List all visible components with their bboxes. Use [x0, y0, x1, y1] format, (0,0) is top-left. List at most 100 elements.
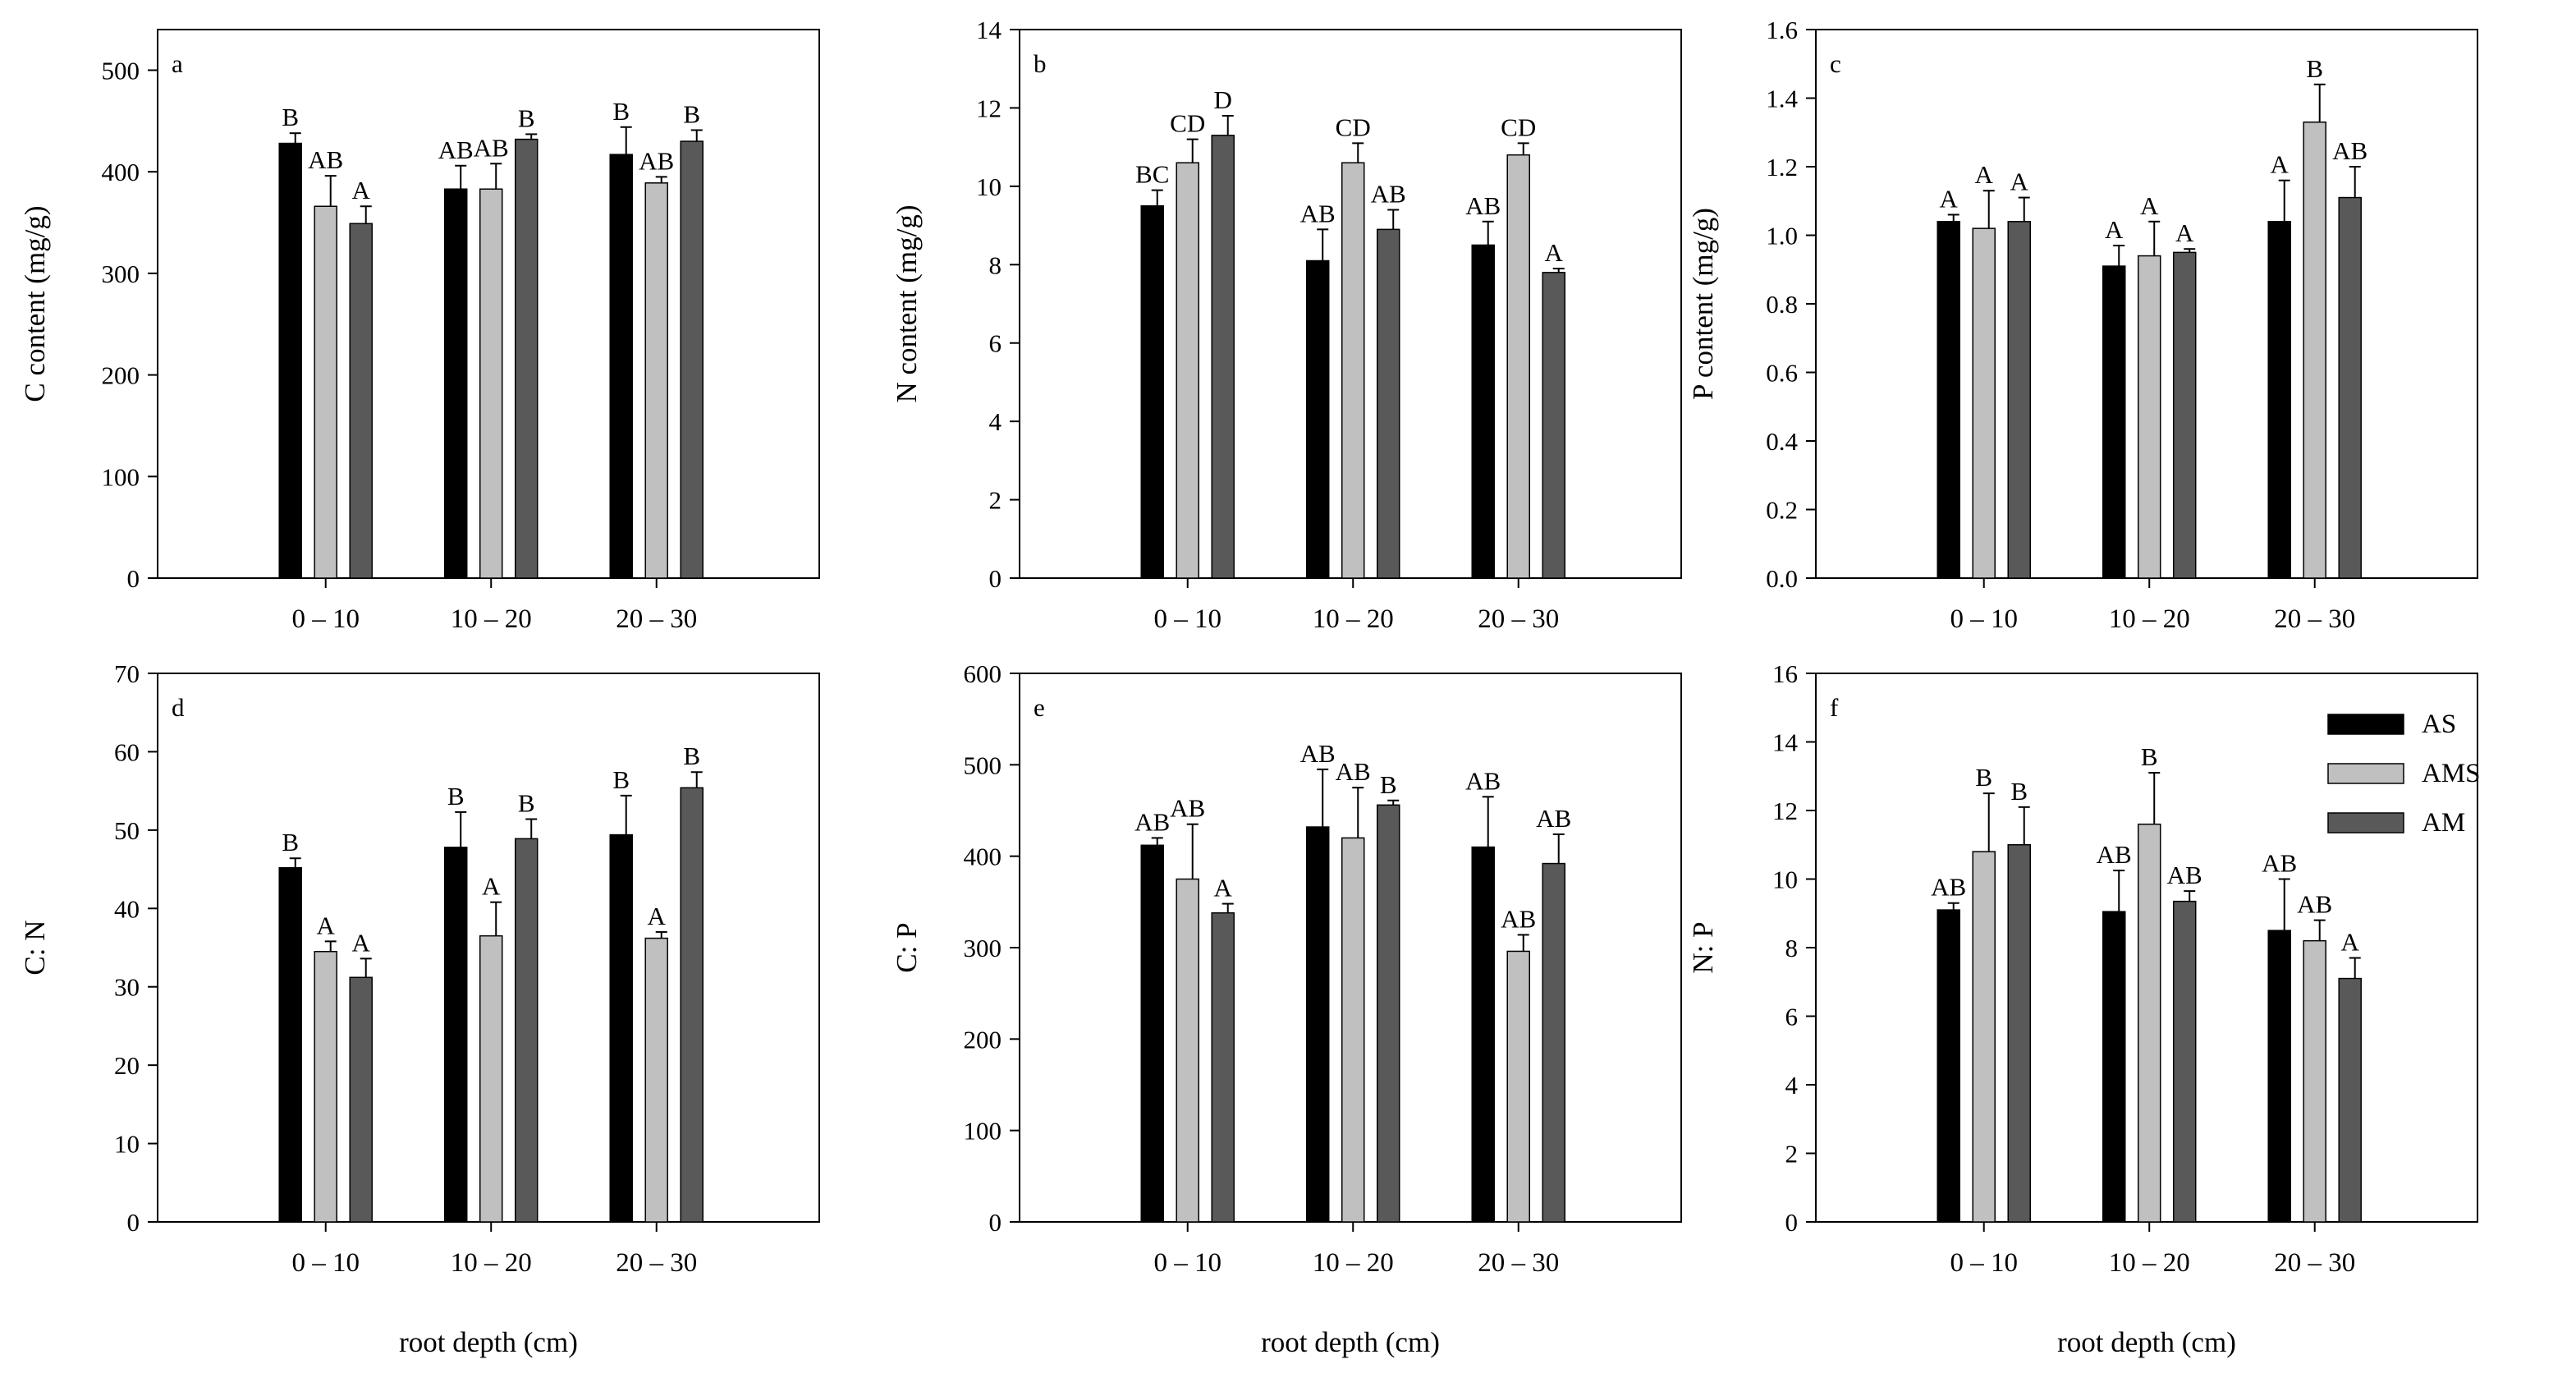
- legend-label-ams: AMS: [2422, 759, 2481, 788]
- significance-letter: AB: [1134, 807, 1170, 836]
- bar-am: [349, 223, 373, 579]
- bar-as: [1305, 259, 1330, 579]
- significance-letter: CD: [1336, 113, 1371, 141]
- panel-letter: a: [172, 49, 183, 78]
- significance-letter: A: [2105, 215, 2124, 244]
- significance-letter: B: [518, 788, 535, 817]
- y-tick-label: 10: [1772, 866, 1798, 894]
- y-tick-label: 8: [1785, 934, 1799, 962]
- y-tick-label: 0: [127, 564, 140, 593]
- significance-letter: CD: [1501, 113, 1536, 141]
- bar-ams: [314, 205, 337, 579]
- significance-letter: A: [352, 928, 371, 957]
- y-tick-label: 300: [964, 934, 1002, 962]
- bar-as: [278, 142, 302, 579]
- bar-as: [2102, 911, 2126, 1223]
- bar-ams: [1506, 154, 1530, 579]
- x-tick-label: 0 – 10: [1950, 604, 2018, 634]
- bar-ams: [1506, 950, 1530, 1223]
- bar-am: [2338, 977, 2362, 1223]
- significance-letter: B: [1380, 770, 1397, 799]
- panel-letter: d: [172, 693, 185, 722]
- bar-as: [1937, 221, 1960, 579]
- significance-letter: A: [2341, 928, 2360, 957]
- y-tick-label: 100: [102, 462, 140, 491]
- y-tick-label: 60: [114, 737, 140, 766]
- x-tick-label: 0 – 10: [1950, 1248, 2018, 1278]
- y-tick-label: 2: [989, 486, 1002, 515]
- y-axis-label: C: P: [891, 922, 923, 972]
- legend-swatch-am: [2327, 812, 2404, 833]
- bar-am: [514, 838, 539, 1223]
- significance-letter: A: [1940, 184, 1959, 213]
- bar-as: [278, 866, 302, 1223]
- bar-am: [1211, 135, 1235, 579]
- x-axis-label: root depth (cm): [399, 1326, 578, 1358]
- y-tick-label: 0.8: [1766, 290, 1798, 319]
- bar-as: [609, 833, 633, 1223]
- significance-letter: B: [1975, 763, 1992, 792]
- bar-am: [1376, 804, 1400, 1223]
- bar-ams: [2303, 121, 2326, 579]
- bar-am: [2007, 844, 2031, 1223]
- x-axis-label: root depth (cm): [1261, 1326, 1440, 1358]
- x-tick-label: 20 – 30: [616, 604, 697, 634]
- significance-letter: B: [683, 99, 700, 128]
- significance-letter: A: [482, 872, 501, 901]
- y-tick-label: 4: [989, 407, 1002, 436]
- y-axis-label: C: N: [19, 920, 51, 975]
- y-tick-label: 0: [1785, 1208, 1799, 1237]
- y-axis-label: P content (mg/g): [1687, 208, 1719, 400]
- y-tick-label: 50: [114, 816, 140, 845]
- y-axis-label: N content (mg/g): [891, 204, 923, 402]
- x-axis-label: root depth (cm): [2057, 1326, 2236, 1358]
- y-tick-label: 1.2: [1766, 153, 1798, 181]
- significance-letter: B: [282, 103, 299, 131]
- bar-ams: [2303, 939, 2326, 1223]
- y-tick-label: 0.2: [1766, 496, 1798, 525]
- y-tick-label: 0: [989, 564, 1002, 593]
- significance-letter: AB: [1465, 191, 1501, 220]
- x-tick-label: 10 – 20: [2109, 604, 2190, 634]
- x-tick-label: 20 – 30: [2274, 604, 2355, 634]
- bar-as: [1471, 846, 1495, 1223]
- y-tick-label: 1.6: [1766, 16, 1798, 44]
- y-tick-label: 0.6: [1766, 359, 1798, 388]
- bar-as: [443, 188, 468, 579]
- x-tick-label: 10 – 20: [1313, 1248, 1394, 1278]
- bar-am: [1376, 228, 1400, 579]
- significance-letter: AB: [1501, 904, 1536, 933]
- y-tick-label: 0.4: [1766, 427, 1798, 456]
- y-tick-label: 4: [1785, 1071, 1799, 1100]
- x-tick-label: 10 – 20: [1313, 604, 1394, 634]
- significance-letter: AB: [1170, 794, 1205, 823]
- y-tick-label: 0: [127, 1208, 140, 1237]
- y-tick-label: 8: [989, 250, 1002, 279]
- x-tick-label: 20 – 30: [1478, 604, 1559, 634]
- legend-swatch-as: [2327, 714, 2404, 735]
- significance-letter: B: [2141, 742, 2158, 771]
- y-tick-label: 40: [114, 894, 140, 923]
- x-tick-label: 10 – 20: [451, 1248, 532, 1278]
- bar-as: [2267, 221, 2291, 579]
- y-tick-label: 20: [114, 1051, 140, 1080]
- legend-label-as: AS: [2422, 709, 2456, 739]
- bar-am: [1211, 912, 1235, 1223]
- significance-letter: AB: [1465, 766, 1501, 795]
- bar-ams: [644, 937, 668, 1223]
- y-tick-label: 500: [964, 751, 1002, 779]
- significance-letter: B: [612, 97, 630, 126]
- bar-am: [2172, 900, 2197, 1223]
- legend-label-am: AM: [2422, 808, 2465, 838]
- bar-ams: [2137, 255, 2161, 579]
- bar-am: [1542, 272, 1565, 579]
- panel-a: 0 100 200 300 400 500 C content (mg/g) a 0 – 10 B…: [19, 29, 820, 634]
- bar-ams: [1176, 878, 1199, 1223]
- significance-letter: B: [447, 782, 465, 810]
- bar-am: [2338, 196, 2362, 579]
- y-tick-label: 100: [964, 1117, 1002, 1146]
- bar-ams: [1972, 851, 1996, 1223]
- y-tick-label: 14: [976, 16, 1002, 44]
